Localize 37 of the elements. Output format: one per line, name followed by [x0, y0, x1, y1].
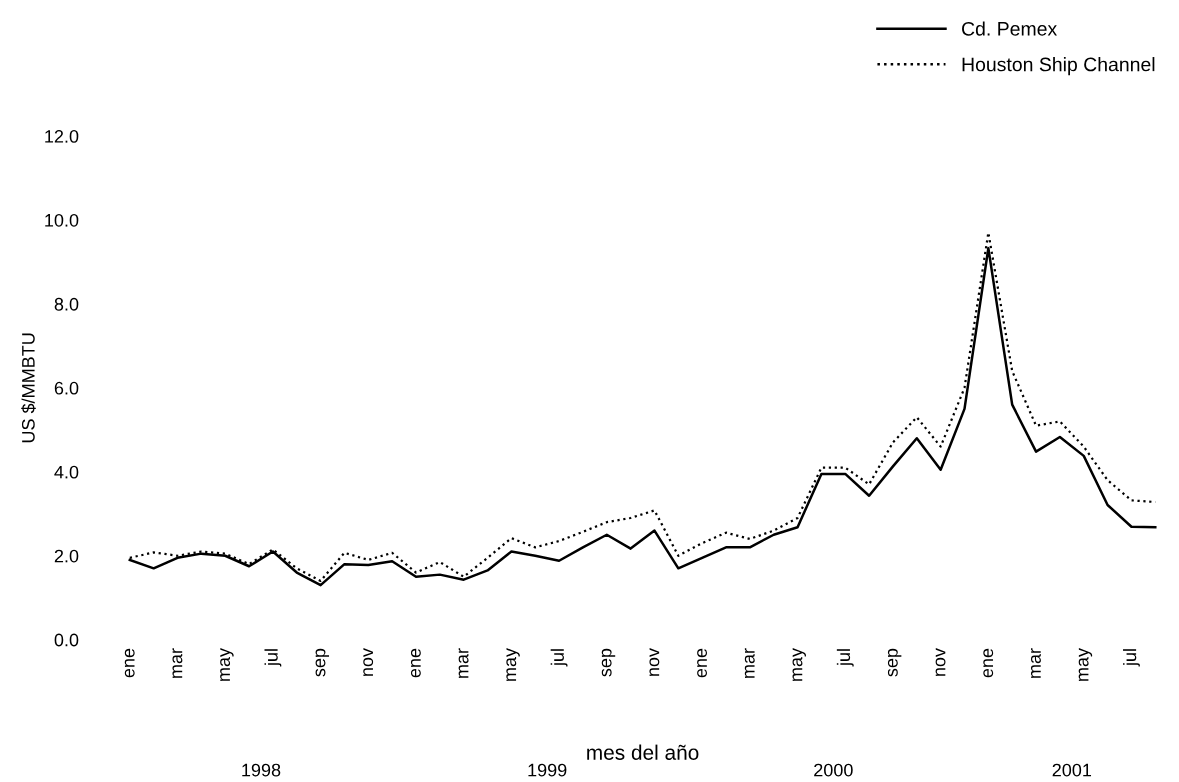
- y-tick-label: 2.0: [54, 549, 79, 563]
- x-tick-label: jul: [264, 649, 282, 667]
- y-axis-title: US $/MMBTU: [21, 333, 36, 443]
- x-tick-label: jul: [1123, 649, 1140, 667]
- x-tick-label: ene: [697, 648, 708, 678]
- x-tick-label: sep: [601, 648, 616, 677]
- x-tick-label: ene: [410, 648, 421, 678]
- text: 2001: [1052, 763, 1092, 777]
- x-tick-label: may: [220, 648, 234, 681]
- x-tick-label: mar: [458, 648, 469, 678]
- x-tick-label: may: [792, 648, 806, 681]
- text: 2000: [814, 763, 853, 777]
- y-tick-label: 12.0: [45, 130, 79, 143]
- x-tick-label: ene: [983, 648, 994, 678]
- y-tick-label: 4.0: [54, 465, 79, 479]
- x-tick-label: jul: [836, 649, 854, 667]
- x-tick-label: may: [1078, 648, 1093, 681]
- y-tick-label: 8.0: [54, 297, 79, 311]
- y-tick-label: 10.0: [45, 213, 79, 227]
- x-tick-label: nov: [649, 648, 660, 676]
- x-tick-label: mar: [744, 648, 755, 678]
- x-tick-label: jul: [550, 649, 568, 667]
- legend-label: Cd. Pemex: [962, 21, 1058, 36]
- x-tick-label: may: [506, 648, 520, 681]
- x-tick-label: ene: [124, 648, 135, 678]
- x-tick-label: sep: [315, 648, 330, 677]
- x-axis-title: mes del año: [587, 744, 699, 760]
- x-tick-label: nov: [935, 648, 946, 676]
- text: 1998: [242, 763, 281, 777]
- x-tick-label: nov: [363, 648, 374, 676]
- x-tick-label: mar: [172, 648, 183, 678]
- x-tick-label: sep: [887, 648, 902, 677]
- x-tick-label: mar: [1031, 648, 1041, 678]
- y-tick-label: 6.0: [54, 381, 79, 395]
- legend-label: Houston Ship Channel: [962, 57, 1155, 76]
- y-tick-label: 0.0: [54, 633, 79, 647]
- text: 1999: [528, 763, 567, 777]
